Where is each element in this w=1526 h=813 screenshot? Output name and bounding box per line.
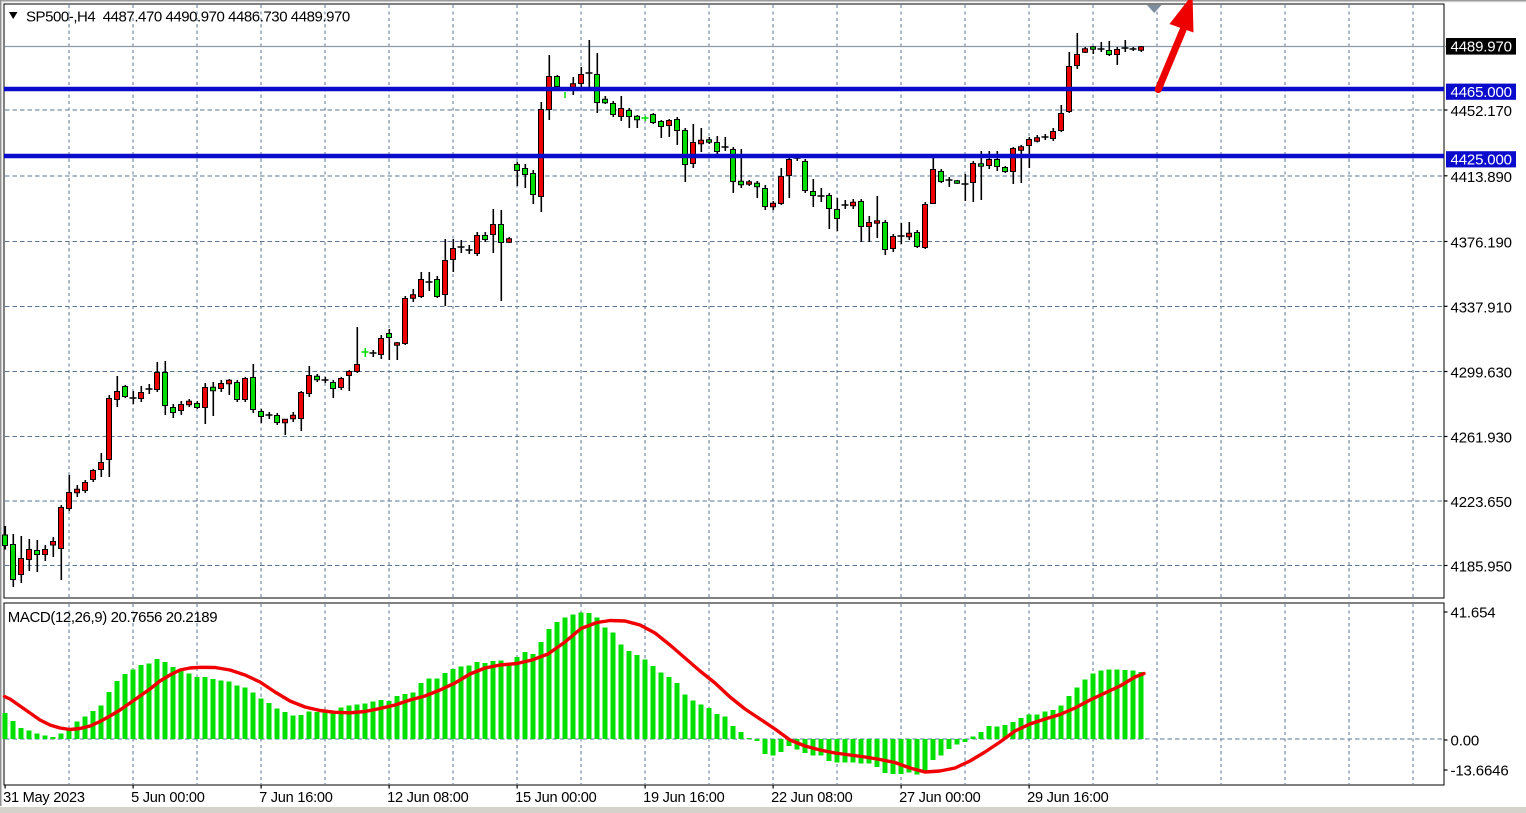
svg-text:4452.170: 4452.170 xyxy=(1451,103,1512,120)
svg-text:29 Jun 16:00: 29 Jun 16:00 xyxy=(1027,790,1109,806)
svg-text:0.00: 0.00 xyxy=(1451,732,1480,749)
svg-text:4465.000: 4465.000 xyxy=(1451,84,1512,101)
svg-text:4376.190: 4376.190 xyxy=(1451,235,1512,252)
svg-text:4425.000: 4425.000 xyxy=(1451,152,1512,169)
svg-text:4261.930: 4261.930 xyxy=(1451,430,1512,447)
svg-text:4337.910: 4337.910 xyxy=(1451,299,1512,316)
svg-text:4413.890: 4413.890 xyxy=(1451,169,1512,186)
svg-text:31 May 2023: 31 May 2023 xyxy=(3,790,85,806)
svg-text:SP500-,H4 4487.470 4490.970 4: SP500-,H4 4487.470 4490.970 4486.730 448… xyxy=(26,9,350,26)
svg-text:4185.950: 4185.950 xyxy=(1451,559,1512,576)
svg-text:22 Jun 08:00: 22 Jun 08:00 xyxy=(771,790,853,806)
svg-text:19 Jun 16:00: 19 Jun 16:00 xyxy=(643,790,725,806)
svg-text:MACD(12,26,9) 20.7656 20.2189: MACD(12,26,9) 20.7656 20.2189 xyxy=(8,609,217,626)
svg-text:12 Jun 08:00: 12 Jun 08:00 xyxy=(387,790,469,806)
svg-text:15 Jun 00:00: 15 Jun 00:00 xyxy=(515,790,597,806)
svg-text:-13.6646: -13.6646 xyxy=(1451,762,1509,779)
svg-text:5 Jun 00:00: 5 Jun 00:00 xyxy=(131,790,205,806)
svg-text:41.654: 41.654 xyxy=(1451,604,1496,621)
svg-text:7 Jun 16:00: 7 Jun 16:00 xyxy=(259,790,333,806)
svg-text:4223.650: 4223.650 xyxy=(1451,494,1512,511)
svg-text:4299.630: 4299.630 xyxy=(1451,365,1512,382)
svg-text:4489.970: 4489.970 xyxy=(1451,39,1512,56)
svg-text:27 Jun 00:00: 27 Jun 00:00 xyxy=(899,790,981,806)
